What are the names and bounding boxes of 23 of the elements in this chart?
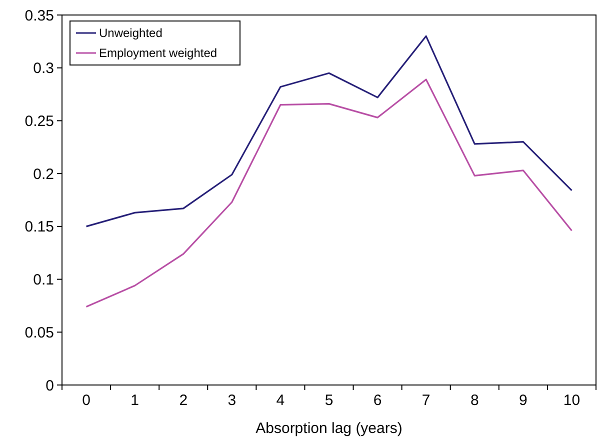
x-tick-label: 5: [324, 392, 334, 409]
y-tick-label: 0.2: [33, 166, 54, 183]
y-tick-label: 0: [46, 377, 54, 394]
y-tick-label: 0.35: [24, 7, 54, 24]
legend-label: Employment weighted: [99, 46, 218, 60]
y-tick-label: 0.1: [33, 272, 54, 289]
x-tick-label: 6: [373, 392, 382, 409]
x-tick-label: 2: [179, 392, 188, 409]
x-tick-label: 7: [422, 392, 430, 409]
line-series: [85, 78, 573, 308]
x-tick-label: 1: [130, 392, 139, 409]
x-tick-label: 9: [519, 392, 528, 409]
x-tick-label: 10: [563, 392, 580, 409]
y-tick-label: 0.25: [24, 112, 54, 130]
x-tick-label: 0: [82, 392, 90, 409]
x-tick-label: 8: [470, 392, 479, 409]
y-tick-label: 0.15: [24, 218, 54, 236]
x-tick-label: 4: [276, 392, 285, 409]
y-tick-label: 0.05: [24, 324, 54, 342]
x-axis-title: Absorption lag (years): [256, 420, 402, 437]
x-tick-label: 3: [228, 392, 236, 409]
y-tick-label: 0.3: [33, 60, 54, 78]
legend-label: Unweighted: [99, 26, 162, 40]
